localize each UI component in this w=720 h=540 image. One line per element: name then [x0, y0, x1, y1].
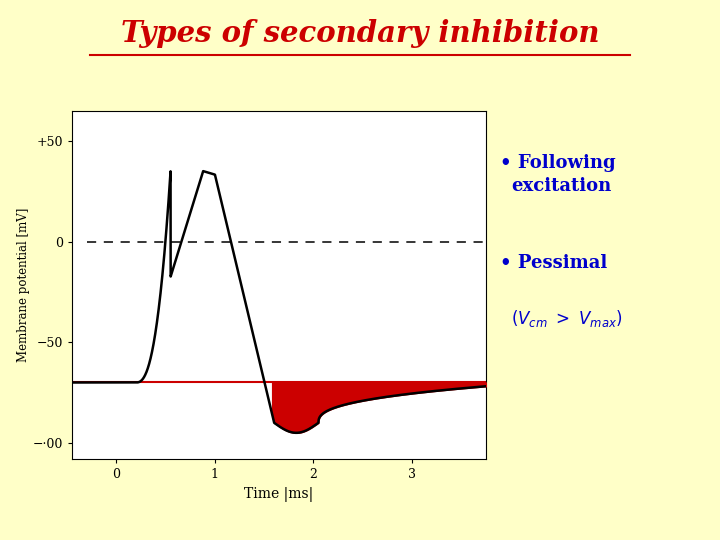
Text: • Following: • Following — [500, 154, 616, 172]
X-axis label: Time |ms|: Time |ms| — [244, 487, 314, 502]
Text: $(V_{cm}\ >\ V_{max})$: $(V_{cm}\ >\ V_{max})$ — [511, 308, 623, 329]
Text: excitation: excitation — [511, 177, 611, 195]
Text: • Pessimal: • Pessimal — [500, 254, 608, 272]
Text: Types of secondary inhibition: Types of secondary inhibition — [121, 19, 599, 48]
Y-axis label: Membrane potential [mV]: Membrane potential [mV] — [17, 208, 30, 362]
